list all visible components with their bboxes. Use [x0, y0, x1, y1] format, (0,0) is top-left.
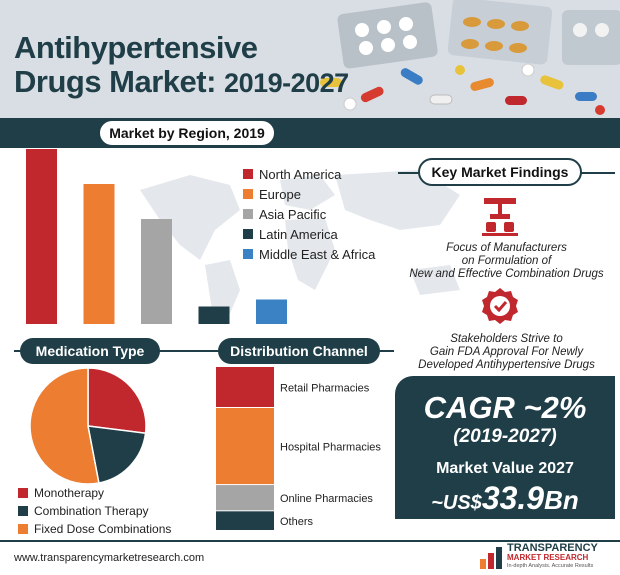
market-value-number: 33.9 — [481, 480, 545, 516]
legend-middle-east-africa: Middle East & Africa — [243, 244, 375, 264]
legend-europe: Europe — [243, 184, 375, 204]
segment-online-pharmacies — [216, 485, 274, 511]
distribution-stacked-chart: Retail Pharmacies Hospital Pharmacies Onli… — [216, 367, 381, 530]
legend-monotherapy: Monotherapy — [18, 484, 171, 502]
logo-name: TRANSPARENCY — [507, 542, 598, 554]
footer-rule — [0, 540, 620, 542]
pill-blister-illustration — [320, 0, 620, 115]
legend-label: Monotherapy — [34, 486, 105, 500]
bar-latin-america — [198, 306, 230, 324]
legend-label: Latin America — [259, 226, 338, 242]
bar-middle-east-africa — [256, 299, 287, 324]
segment-label: Hospital Pharmacies — [280, 442, 381, 454]
finding-2-line1: Stakeholders Strive to — [450, 333, 563, 345]
region-legend: North America Europe Asia Pacific Latin … — [243, 164, 375, 264]
swatch — [243, 229, 253, 239]
region-section-title: Market by Region, 2019 — [98, 119, 276, 147]
title-years: 2019-2027 — [224, 68, 349, 98]
swatch — [18, 524, 28, 534]
swatch — [243, 169, 253, 179]
tmr-logo-mark-icon — [480, 546, 502, 569]
legend-label: Middle East & Africa — [259, 246, 376, 262]
legend-north-america: North America — [243, 164, 375, 184]
legend-label: Europe — [259, 186, 301, 202]
bar-north-america — [26, 149, 57, 324]
segment-others — [216, 511, 274, 530]
tmr-logo: TRANSPARENCY MARKET RESEARCH In-depth An… — [478, 542, 598, 571]
world-map-backdrop — [140, 170, 460, 325]
legend-latin-america: Latin America — [243, 224, 375, 244]
bar-asia-pacific — [141, 219, 172, 324]
legend-asia-pacific: Asia Pacific — [243, 204, 375, 224]
segment-hospital-pharmacies — [216, 408, 274, 485]
market-value-unit: Bn — [544, 485, 579, 515]
finding-1-line2: on Formulation of — [461, 255, 552, 267]
swatch — [18, 506, 28, 516]
cagr-label: CAGR ~2% — [423, 390, 587, 425]
lower-rule — [14, 350, 394, 352]
segment-label: Online Pharmacies — [280, 493, 373, 505]
key-findings-title: Key Market Findings — [418, 158, 582, 186]
market-value-label: Market Value 2027 — [436, 460, 574, 477]
pie-slice-combination-therapy — [87, 425, 147, 484]
header-banner: Antihypertensive Drugs Market: 2019-2027 — [0, 0, 620, 118]
finding-2-line3: Developed Antihypertensive Drugs — [418, 359, 595, 371]
market-value: ~US$33.9Bn — [395, 480, 615, 517]
pie-slice-fixed-dose-combinations — [29, 367, 100, 485]
tmr-logo-text: TRANSPARENCY MARKET RESEARCH In-depth An… — [507, 542, 598, 571]
segment-label: Others — [280, 516, 314, 528]
legend-combination-therapy: Combination Therapy — [18, 502, 171, 520]
title-text: Drugs Market: — [14, 64, 225, 99]
segment-retail-pharmacies — [216, 367, 274, 407]
cagr-box: CAGR ~2% (2019-2027) Market Value 2027 ~… — [395, 376, 615, 519]
bar-europe — [83, 184, 115, 324]
medication-pie-chart — [29, 367, 147, 485]
website-url: www.transparencymarketresearch.com — [14, 552, 205, 564]
medication-legend: Monotherapy Combination Therapy Fixed Do… — [18, 484, 171, 538]
finding-2-line2: Gain FDA Approval For Newly — [429, 346, 584, 358]
finding-2: Stakeholders Strive to Gain FDA Approval… — [398, 333, 615, 372]
cagr-period: (2019-2027) — [453, 426, 557, 447]
finding-1: Focus of Manufacturers on Formulation of… — [398, 242, 615, 281]
factory-robot-icon — [482, 198, 518, 236]
finding-1-line1: Focus of Manufacturers — [446, 242, 567, 254]
legend-label: North America — [259, 166, 342, 182]
logo-sub: MARKET RESEARCH — [507, 553, 589, 562]
segment-label: Retail Pharmacies — [280, 383, 370, 395]
distribution-title: Distribution Channel — [218, 338, 380, 364]
finding-1-line3: New and Effective Combination Drugs — [409, 268, 604, 280]
region-bar-chart — [26, 149, 287, 324]
pie-slice-monotherapy — [87, 367, 147, 435]
swatch — [243, 189, 253, 199]
header-band — [0, 118, 620, 148]
medication-title: Medication Type — [20, 338, 160, 364]
page-title-line1: Antihypertensive — [14, 30, 258, 65]
legend-fixed-dose: Fixed Dose Combinations — [18, 520, 171, 538]
page-title-line2: Drugs Market: 2019-2027 — [14, 64, 349, 100]
legend-label: Combination Therapy — [34, 504, 149, 518]
legend-label: Fixed Dose Combinations — [34, 522, 172, 536]
swatch — [243, 209, 253, 219]
swatch — [18, 488, 28, 498]
swatch — [243, 249, 253, 259]
approval-badge-icon — [482, 288, 518, 324]
logo-tagline: In-depth Analysis. Accurate Results — [507, 563, 594, 569]
market-value-prefix: ~US$ — [431, 492, 482, 514]
legend-label: Asia Pacific — [259, 206, 327, 222]
